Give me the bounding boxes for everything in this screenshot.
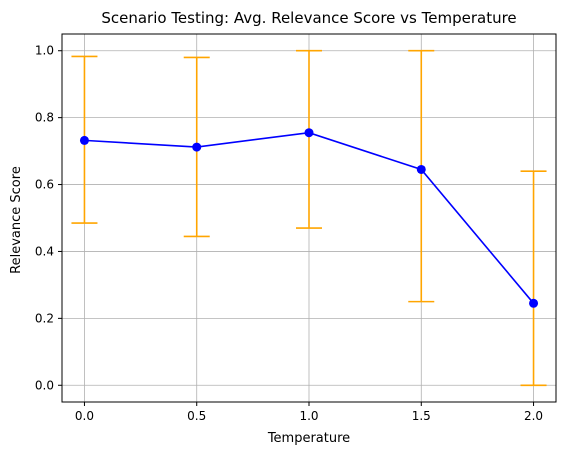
x-tick-label: 1.5 <box>412 409 431 423</box>
data-point <box>192 142 202 152</box>
chart-title: Scenario Testing: Avg. Relevance Score v… <box>101 9 516 27</box>
data-point <box>79 135 89 145</box>
data-point <box>416 164 426 174</box>
y-tick-label: 0.2 <box>35 311 54 325</box>
markers <box>79 128 539 308</box>
ticks: 0.0 0.5 1.0 1.5 2.0 0.0 0.2 0.4 0.6 0.8 1.0 <box>35 44 543 423</box>
x-tick-label: 0.0 <box>75 409 94 423</box>
y-tick-label: 0.0 <box>35 378 54 392</box>
y-tick-label: 1.0 <box>35 44 54 58</box>
data-point <box>304 128 314 138</box>
data-point <box>529 298 539 308</box>
x-tick-label: 1.0 <box>299 409 318 423</box>
y-tick-label: 0.6 <box>35 178 54 192</box>
x-tick-label: 0.5 <box>187 409 206 423</box>
y-tick-label: 0.8 <box>35 111 54 125</box>
y-tick-label: 0.4 <box>35 244 54 258</box>
x-tick-label: 2.0 <box>524 409 543 423</box>
x-axis-label: Temperature <box>267 431 350 446</box>
y-axis-label: Relevance Score <box>9 166 24 274</box>
error-bars <box>71 49 547 387</box>
